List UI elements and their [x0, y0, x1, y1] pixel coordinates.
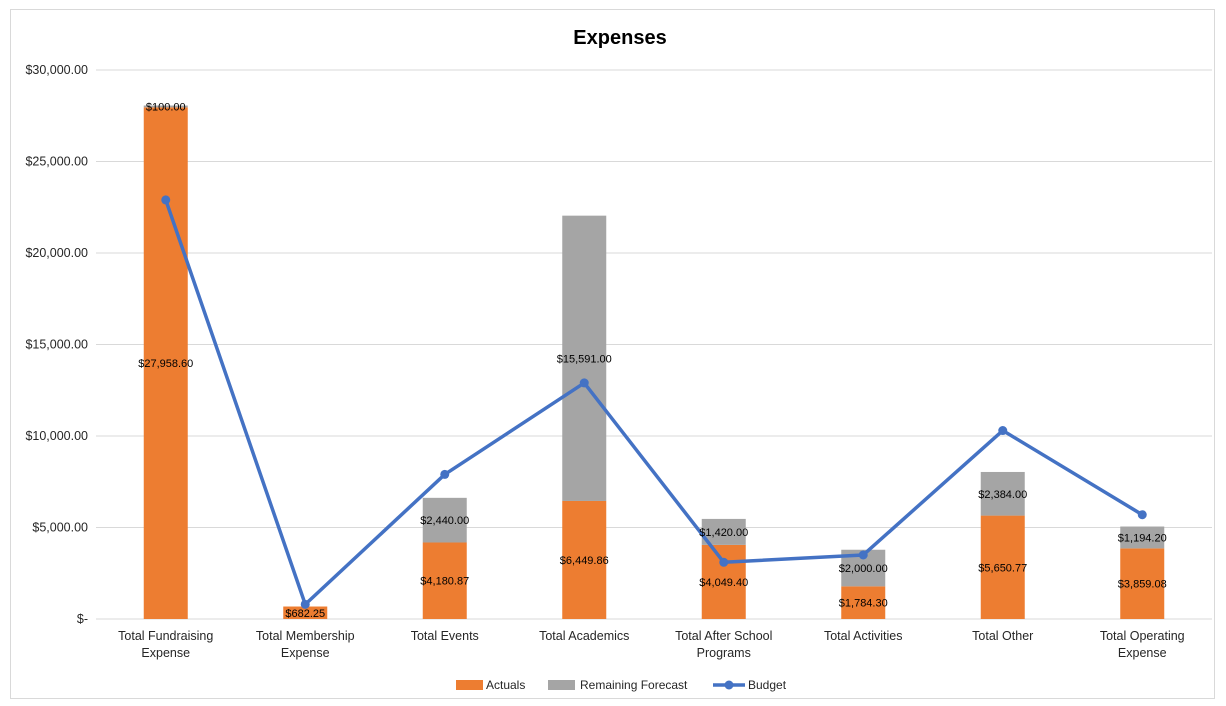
budget-point — [719, 557, 729, 567]
data-label-remaining-forecast: $2,384.00 — [978, 489, 1027, 501]
y-axis-ticks: $- $5,000.00 $10,000.00 $15,000.00 $20,000.0… — [25, 63, 88, 626]
y-tick-label: $5,000.00 — [32, 521, 88, 535]
budget-point — [440, 469, 450, 479]
x-tick-label: Total Membership — [256, 629, 355, 643]
bar-actuals — [143, 107, 188, 620]
data-label-remaining-forecast: $2,440.00 — [420, 515, 469, 527]
bar-actuals — [1120, 548, 1165, 619]
data-labels: $27,958.60 $100.00 $682.25 $4,180.87 $2,440.… — [138, 101, 1167, 619]
x-tick-label: Total Other — [972, 629, 1033, 643]
budget-point — [858, 550, 868, 560]
budget-series-line — [164, 199, 1144, 607]
budget-point — [998, 426, 1008, 436]
budget-point — [579, 378, 589, 388]
data-label-remaining-forecast: $1,420.00 — [699, 527, 748, 539]
x-tick-label: Expense — [1118, 646, 1167, 660]
bar-remaining-forecast — [980, 471, 1025, 516]
data-label-actuals: $1,784.30 — [839, 598, 888, 610]
data-label-remaining-forecast: $100.00 — [146, 101, 186, 113]
x-tick-label: Total Operating — [1100, 629, 1185, 643]
bar-remaining-forecast — [562, 215, 607, 501]
chart-title: Expenses — [573, 27, 666, 49]
data-label-remaining-forecast: $2,000.00 — [839, 563, 888, 575]
data-label-remaining-forecast: $15,591.00 — [557, 353, 612, 365]
y-tick-label: $- — [77, 612, 88, 626]
data-label-remaining-forecast: $1,194.20 — [1118, 532, 1167, 544]
bar-actuals — [841, 586, 886, 619]
data-label-actuals: $4,049.40 — [699, 577, 748, 589]
data-label-actuals: $3,859.08 — [1118, 579, 1167, 591]
x-tick-label: Total Activities — [824, 629, 903, 643]
legend-swatch-actuals — [456, 680, 483, 690]
x-tick-label: Total Events — [411, 629, 479, 643]
y-tick-label: $25,000.00 — [25, 155, 88, 169]
x-tick-label: Expense — [141, 646, 190, 660]
budget-line — [161, 195, 1147, 609]
legend-label-budget: Budget — [748, 678, 787, 692]
data-label-actuals: $27,958.60 — [138, 358, 193, 370]
bars — [143, 105, 1165, 620]
bar-actuals — [562, 500, 607, 619]
x-axis-ticks: Total Fundraising Expense Total Membership… — [118, 629, 1185, 660]
bar-actuals — [980, 515, 1025, 619]
bar-actuals — [701, 544, 746, 619]
legend: Actuals Remaining Forecast Budget — [456, 678, 787, 692]
data-label-actuals: $4,180.87 — [420, 576, 469, 588]
legend-label-remaining-forecast: Remaining Forecast — [580, 678, 688, 692]
legend-swatch-remaining-forecast — [548, 680, 575, 690]
bar-remaining-forecast — [422, 497, 467, 543]
budget-point — [161, 195, 171, 205]
x-tick-label: Total Fundraising — [118, 629, 213, 643]
data-label-actuals: $6,449.86 — [560, 555, 609, 567]
bar-remaining-forecast — [143, 105, 188, 108]
x-tick-label: Total Academics — [539, 629, 629, 643]
bar-remaining-forecast — [1120, 526, 1165, 549]
gridlines — [96, 69, 1212, 620]
y-tick-label: $10,000.00 — [25, 429, 88, 443]
budget-point — [300, 599, 310, 609]
x-tick-label: Programs — [697, 646, 751, 660]
legend-label-actuals: Actuals — [486, 678, 525, 692]
x-tick-label: Total After School — [675, 629, 772, 643]
bar-actuals — [283, 606, 328, 619]
data-label-actuals: $5,650.77 — [978, 562, 1027, 574]
y-tick-label: $20,000.00 — [25, 246, 88, 260]
y-tick-label: $30,000.00 — [25, 63, 88, 77]
data-label-actuals: $682.25 — [285, 608, 325, 620]
budget-point — [1137, 510, 1147, 520]
bar-actuals — [422, 542, 467, 619]
y-tick-label: $15,000.00 — [25, 338, 88, 352]
x-tick-label: Expense — [281, 646, 330, 660]
legend-marker-budget — [724, 680, 734, 690]
